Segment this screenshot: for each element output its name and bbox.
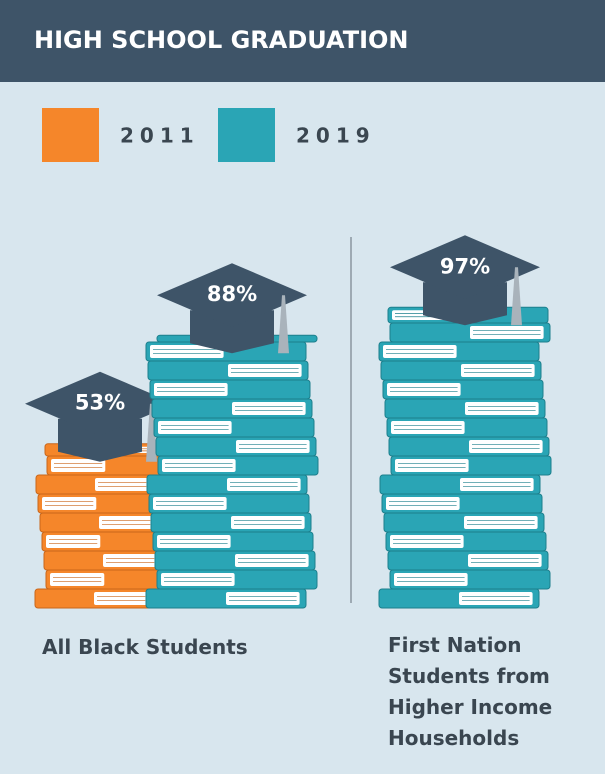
book-pages <box>162 459 236 472</box>
book-pages <box>161 573 235 586</box>
book-pages <box>50 573 104 586</box>
book-pages <box>460 478 534 491</box>
book-pages <box>99 516 153 529</box>
book-pages <box>461 364 535 377</box>
book-pages <box>46 535 100 548</box>
book-pages <box>465 402 539 415</box>
book-pages <box>464 516 538 529</box>
book-pages <box>391 421 465 434</box>
legend-swatch <box>42 108 99 162</box>
book-pages <box>390 535 464 548</box>
book-pages <box>95 478 149 491</box>
book-pages <box>469 440 543 453</box>
value-label: 53% <box>75 391 125 415</box>
value-label: 88% <box>207 282 257 306</box>
legend-label: 2019 <box>296 124 376 148</box>
book-pages <box>42 497 96 510</box>
book-pages <box>387 383 461 396</box>
category-label: First Nation Students from Higher Income… <box>388 630 588 754</box>
book-stack <box>379 307 551 608</box>
legend-label: 2011 <box>120 124 200 148</box>
book-pages <box>228 364 302 377</box>
book-pages <box>395 459 469 472</box>
book-pages <box>157 535 231 548</box>
legend-swatch <box>218 108 275 162</box>
infographic: HIGH SCHOOL GRADUATION 2011201953%88%97%… <box>0 0 605 774</box>
book-pages <box>94 592 148 605</box>
book-pages <box>468 554 542 567</box>
book-pages <box>154 383 228 396</box>
book-stack <box>35 444 165 608</box>
book-pages <box>231 516 305 529</box>
book-pages <box>235 554 309 567</box>
book-pages <box>386 497 460 510</box>
book-pages <box>394 573 468 586</box>
book-pages <box>470 326 544 339</box>
book-pages <box>227 478 301 491</box>
book-pages <box>236 440 310 453</box>
value-label: 97% <box>440 254 490 278</box>
book-pages <box>226 592 300 605</box>
book-pages <box>153 497 227 510</box>
book-pages <box>103 554 157 567</box>
book-pages <box>232 402 306 415</box>
book-stack <box>146 335 318 608</box>
book-pages <box>158 421 232 434</box>
category-label: All Black Students <box>42 632 332 663</box>
book-pages <box>383 345 457 358</box>
book-pages <box>459 592 533 605</box>
